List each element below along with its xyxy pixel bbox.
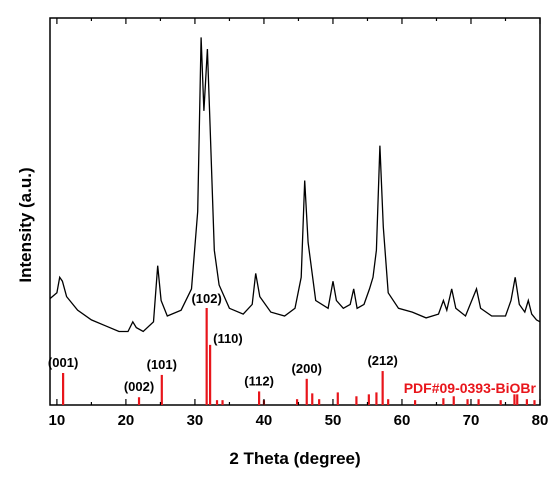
plot-frame: [49, 17, 541, 406]
x-tick-label: 50: [325, 412, 342, 429]
x-axis-title: 2 Theta (degree): [229, 449, 360, 468]
peak-label: (212): [367, 353, 397, 368]
peak-label: (002): [124, 379, 154, 394]
x-tick-label: 10: [49, 412, 66, 429]
reference-label: PDF#09-0393-BiOBr: [404, 380, 537, 396]
series-line: [49, 37, 541, 333]
reference-sticks: [62, 308, 536, 405]
peak-label: (200): [292, 361, 322, 376]
peak-label: (101): [147, 357, 177, 372]
x-tick-label: 80: [532, 412, 549, 429]
plot-area: [49, 17, 541, 406]
x-tick-label: 20: [118, 412, 135, 429]
peak-label: (102): [191, 291, 221, 306]
y-axis-title: Intensity (a.u.): [16, 167, 35, 282]
peak-label: (110): [213, 331, 243, 346]
x-tick-label: 70: [463, 412, 480, 429]
peak-labels: (001) (002) (101) (102) (110) (112) (200) (212): [48, 291, 398, 394]
x-tick-label: 40: [256, 412, 273, 429]
x-tick-label: 60: [394, 412, 411, 429]
x-axis-ticks: 10 20 30 40 50 60 70 80: [49, 18, 549, 429]
peak-label: (001): [48, 355, 78, 370]
x-tick-label: 30: [187, 412, 204, 429]
peak-label: (112): [244, 373, 274, 388]
